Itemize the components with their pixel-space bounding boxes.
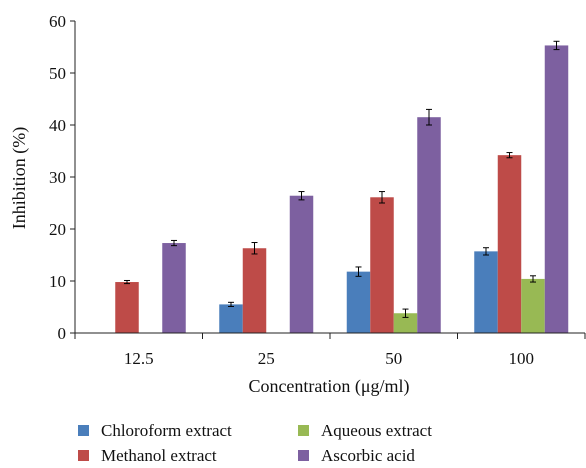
y-tick-label: 50 [49, 64, 66, 83]
legend-label-aqueous: Aqueous extract [321, 420, 432, 440]
y-tick-label: 20 [49, 220, 66, 239]
x-tick-label: 25 [258, 349, 275, 368]
bar-chart: 0 10 20 30 40 50 60 12.5 25 50 100 Inhibition (%)… [9, 12, 586, 397]
legend-label-chloroform: Chloroform extract [101, 420, 232, 440]
y-tick-label: 30 [49, 168, 66, 187]
bar [242, 248, 267, 333]
legend-item-ascorbic: Ascorbic acid [298, 445, 518, 466]
bar [497, 155, 522, 333]
y-tick-label: 60 [49, 12, 66, 31]
y-tick-label: 0 [58, 324, 67, 343]
bar [289, 195, 314, 333]
legend-swatch-ascorbic [298, 450, 309, 461]
legend-item-chloroform: Chloroform extract [78, 420, 298, 441]
bars-layer [115, 45, 569, 333]
bar [417, 117, 441, 333]
x-tick-label: 12.5 [124, 349, 154, 368]
x-tick-label: 50 [385, 349, 402, 368]
legend-swatch-methanol [78, 450, 89, 461]
bar [115, 282, 139, 333]
y-ticks: 0 10 20 30 40 50 60 [49, 12, 75, 343]
bar [544, 45, 569, 333]
x-ticks: 12.5 25 50 100 [74, 333, 586, 368]
bar [370, 197, 394, 333]
legend-item-methanol: Methanol extract [78, 445, 298, 466]
x-tick-label: 100 [509, 349, 535, 368]
bar [219, 304, 243, 333]
error-bars-layer [124, 40, 560, 318]
x-axis-title: Concentration (μg/ml) [248, 376, 409, 397]
bar [521, 278, 545, 333]
legend-label-ascorbic: Ascorbic acid [321, 445, 415, 465]
legend: Chloroform extract Aqueous extract Metha… [78, 420, 558, 466]
y-tick-label: 40 [49, 116, 66, 135]
y-tick-label: 10 [49, 272, 66, 291]
legend-swatch-chloroform [78, 425, 89, 436]
bar [346, 271, 371, 333]
bar [393, 313, 418, 333]
bar [162, 243, 186, 333]
bar [474, 251, 498, 333]
legend-swatch-aqueous [298, 425, 309, 436]
legend-item-aqueous: Aqueous extract [298, 420, 518, 441]
legend-label-methanol: Methanol extract [101, 445, 217, 465]
y-axis-title: Inhibition (%) [9, 127, 30, 229]
